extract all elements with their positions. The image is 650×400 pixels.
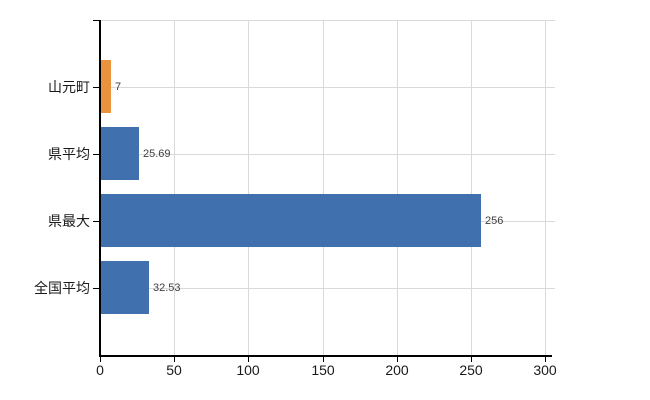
x-axis-tick xyxy=(397,357,398,362)
y-axis-line xyxy=(99,20,101,357)
gridline-vertical xyxy=(545,20,546,355)
y-axis-tick xyxy=(93,288,100,289)
x-tick-label: 150 xyxy=(311,362,335,378)
gridline-vertical xyxy=(174,20,175,355)
x-axis-line xyxy=(99,355,552,357)
gridline-vertical xyxy=(397,20,398,355)
x-axis-tick xyxy=(248,357,249,362)
gridline-vertical xyxy=(471,20,472,355)
y-axis-tick xyxy=(93,20,100,21)
category-label: 県最大 xyxy=(48,213,90,229)
category-label: 県平均 xyxy=(48,146,90,162)
x-tick-label: 300 xyxy=(533,362,557,378)
bar xyxy=(101,194,481,247)
y-axis-tick xyxy=(93,221,100,222)
x-tick-label: 200 xyxy=(385,362,409,378)
gridline-horizontal xyxy=(100,154,555,155)
bar-value-label: 32.53 xyxy=(153,282,181,294)
gridline-horizontal xyxy=(100,20,555,21)
gridline-horizontal xyxy=(100,87,555,88)
gridline-vertical xyxy=(323,20,324,355)
x-tick-label: 250 xyxy=(459,362,483,378)
x-axis-tick xyxy=(323,357,324,362)
bar-value-label: 25.69 xyxy=(143,148,171,160)
bar xyxy=(101,60,111,113)
y-axis-tick xyxy=(93,87,100,88)
x-axis-tick xyxy=(174,357,175,362)
x-tick-label: 0 xyxy=(96,362,104,378)
x-axis-tick xyxy=(471,357,472,362)
x-tick-label: 100 xyxy=(236,362,260,378)
bar-value-label: 7 xyxy=(115,81,122,93)
x-axis-tick xyxy=(545,357,546,362)
y-axis-tick xyxy=(93,154,100,155)
x-axis-tick xyxy=(100,357,101,362)
bar xyxy=(101,127,139,180)
gridline-vertical xyxy=(248,20,249,355)
x-tick-label: 50 xyxy=(166,362,182,378)
category-label: 山元町 xyxy=(48,79,90,95)
gridline-horizontal xyxy=(100,288,555,289)
category-label: 全国平均 xyxy=(34,280,90,296)
bar xyxy=(101,261,149,314)
bar-value-label: 256 xyxy=(485,215,504,227)
